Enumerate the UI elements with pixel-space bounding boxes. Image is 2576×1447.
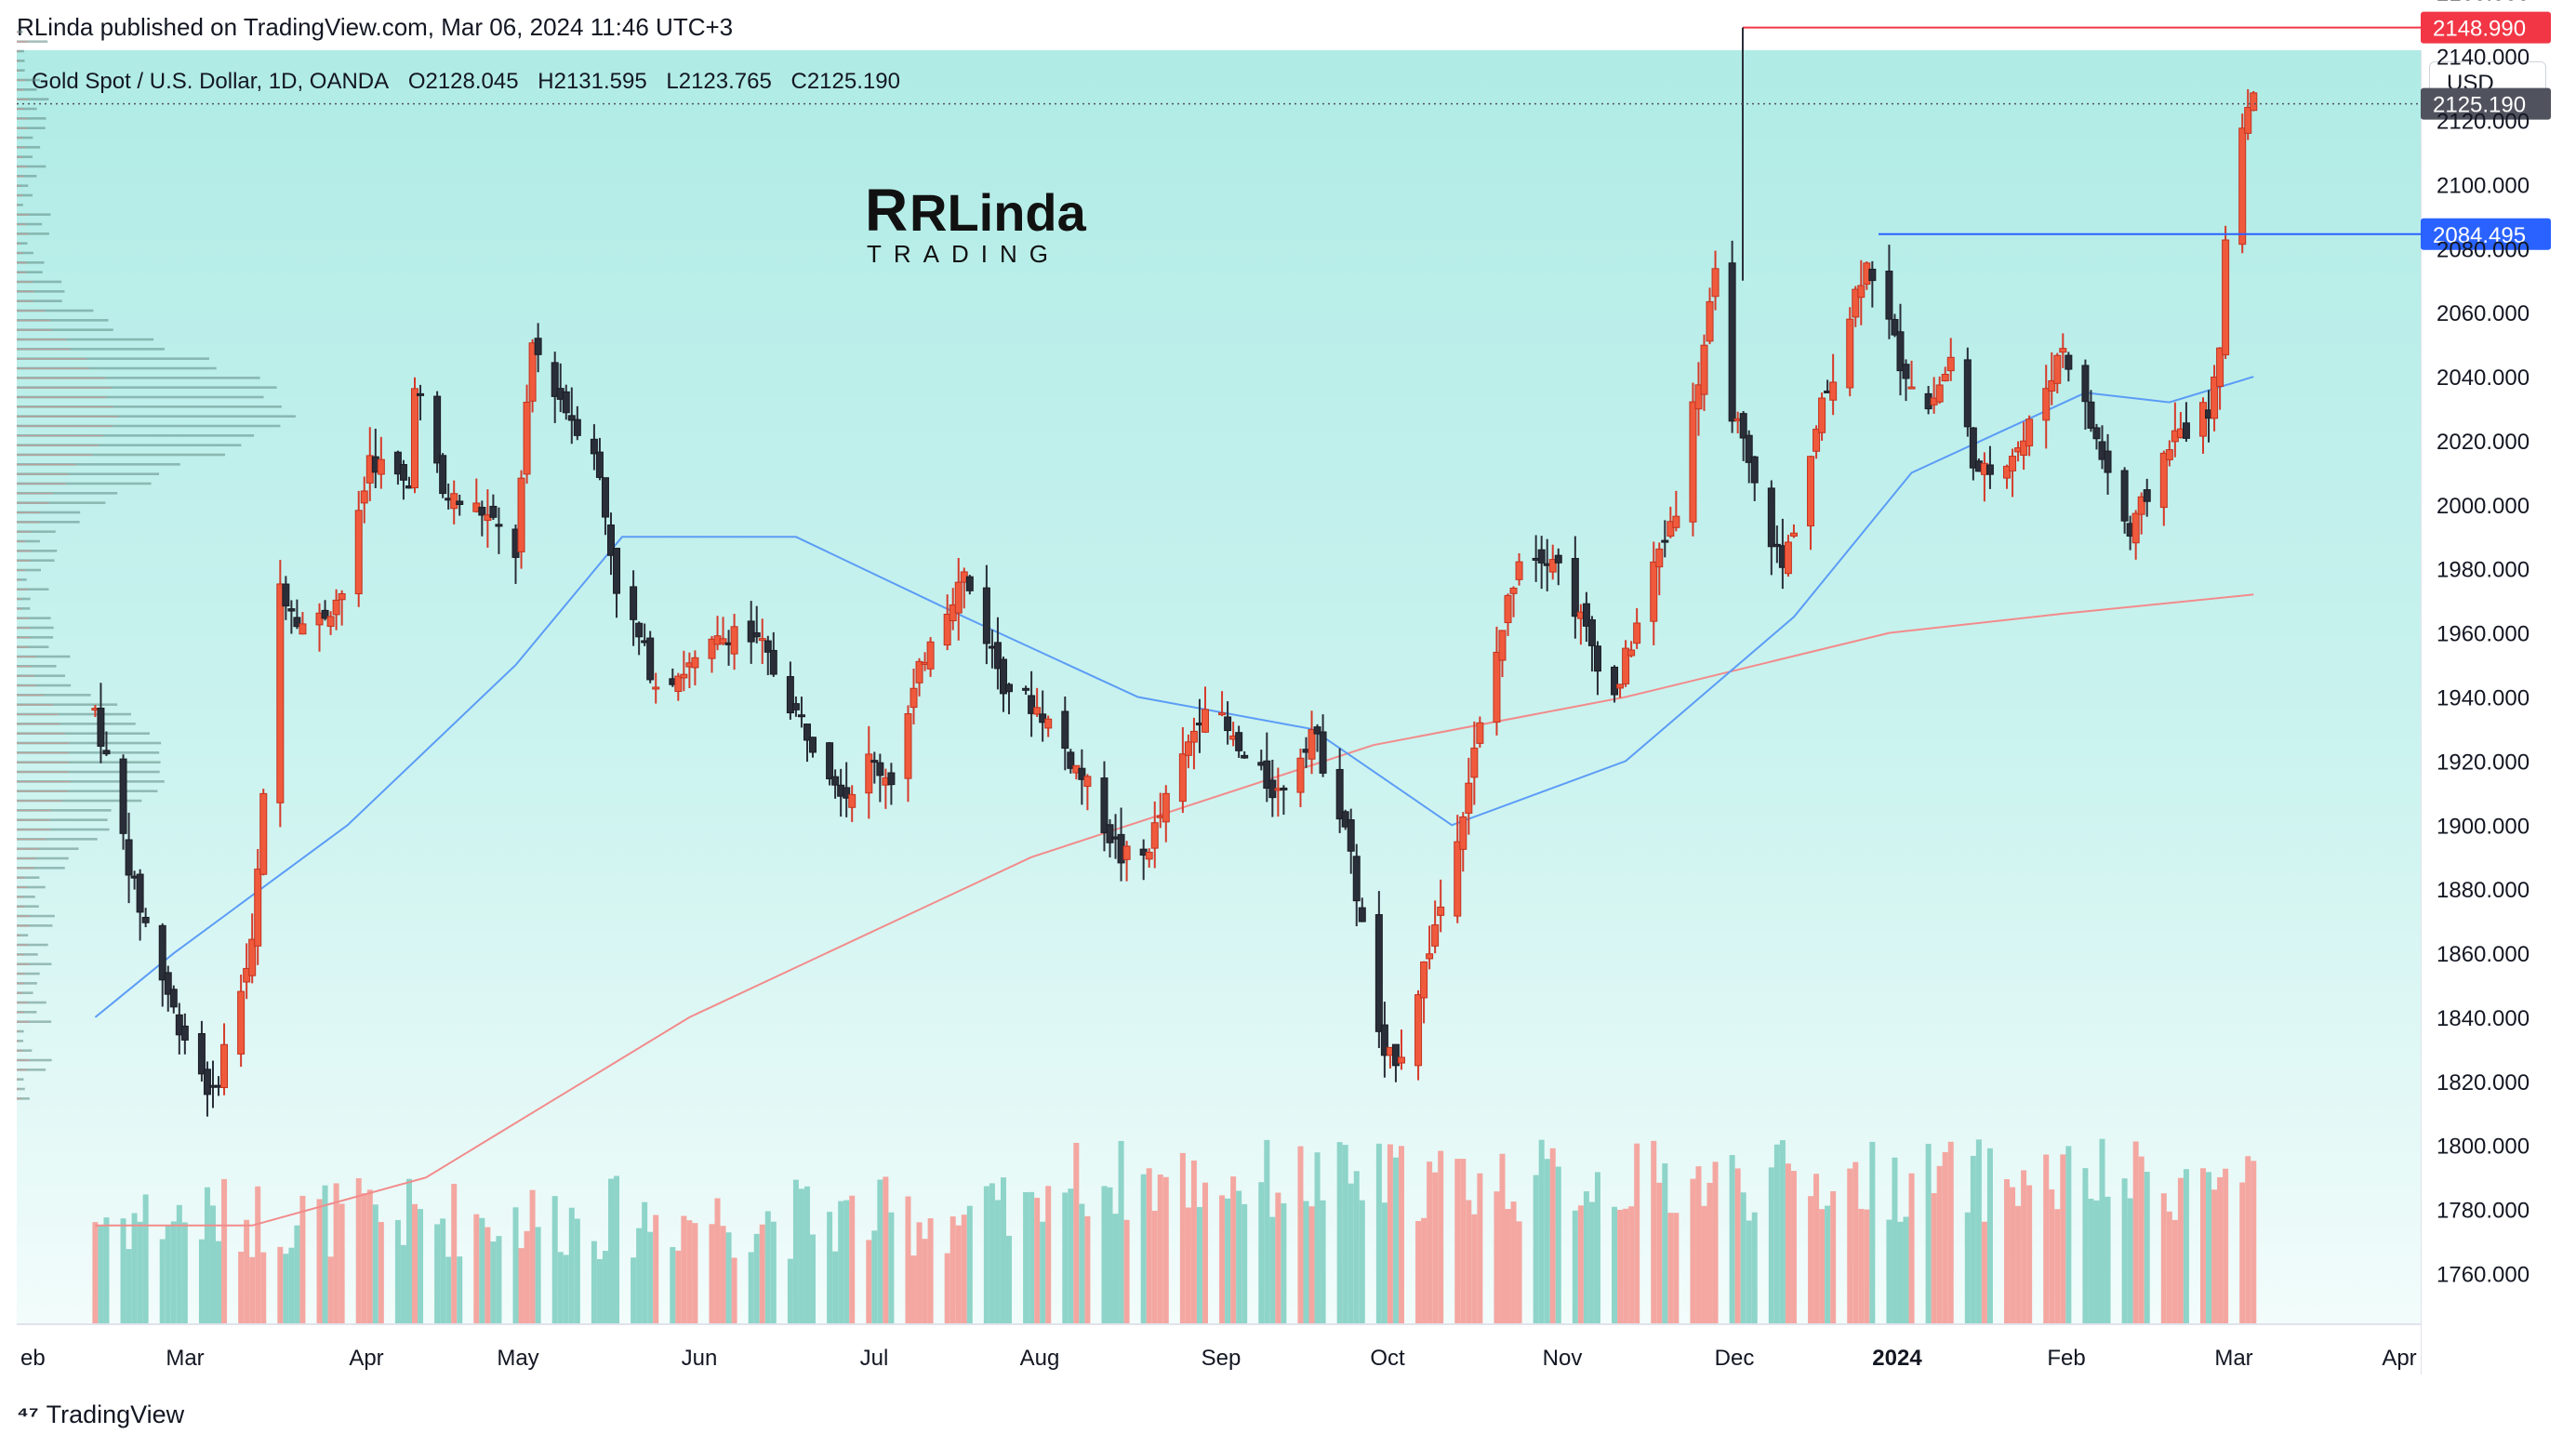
x-tick-label: 2024 [1872,1346,1922,1371]
x-tick-label: Apr [2382,1346,2416,1371]
resistance-price-label-box [2421,11,2551,44]
x-tick-label: eb [20,1346,46,1371]
x-tick-label: Jul [860,1346,889,1371]
svg-text:RLinda: RLinda [910,183,1087,242]
tradingview-brand: TradingView [46,1401,185,1428]
chart-legend: Gold Spot / U.S. Dollar, 1D, OANDA O2128… [32,69,913,95]
rlinda-logo: R RLinda TRADING [863,177,1095,270]
symbol-label[interactable]: Gold Spot / U.S. Dollar, 1D, OANDA [32,69,390,94]
x-tick-label: Aug [1020,1346,1060,1371]
x-tick-label: Mar [166,1346,204,1371]
published-line: RLinda published on TradingView.com, Mar… [17,13,734,41]
x-tick-label: Nov [1543,1346,1583,1371]
x-tick-label: Jun [682,1346,718,1371]
price-axis[interactable] [2421,50,2559,1374]
x-tick-label: Feb [2047,1346,2085,1371]
chart-pane[interactable] [17,50,2421,1324]
x-tick-label: May [497,1346,538,1371]
x-tick-label: Mar [2214,1346,2252,1371]
svg-text:R: R [865,177,908,244]
currency-button[interactable]: USD [2429,61,2546,106]
tradingview-logo-icon: ⁴⁷ [17,1401,39,1428]
x-tick-label: Dec [1715,1346,1755,1371]
x-tick-label: Apr [349,1346,383,1371]
y-tick-label: 2160.000 [2437,0,2530,7]
x-tick-label: Sep [1202,1346,1242,1371]
open-value: O2128.045 [407,69,519,94]
resistance-price-label: 2148.990 [2433,17,2526,42]
tradingview-footer[interactable]: ⁴⁷ TradingView [17,1401,184,1429]
close-value: C2125.190 [790,69,900,94]
x-tick-label: Oct [1370,1346,1405,1371]
high-value: H2131.595 [538,69,647,94]
svg-text:TRADING: TRADING [867,240,1060,268]
low-value: L2123.765 [666,69,772,94]
